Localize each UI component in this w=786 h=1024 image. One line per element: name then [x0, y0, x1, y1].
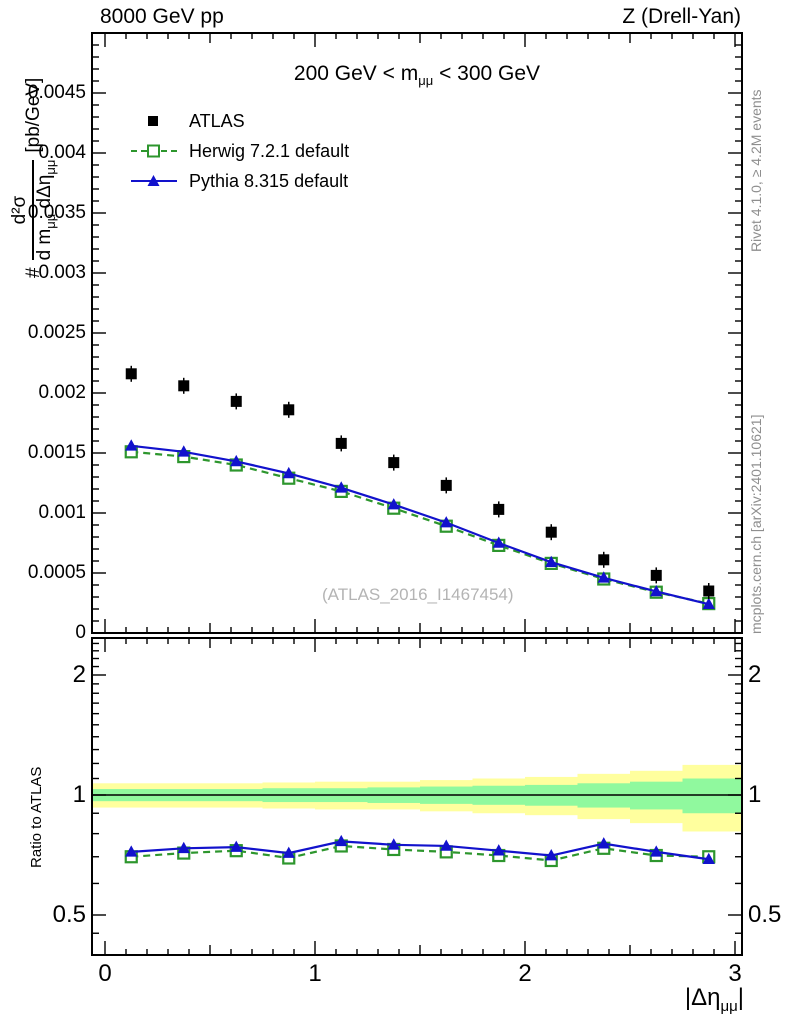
- main-y-tick-label: 0.0005: [27, 562, 86, 583]
- pythia-line-main: [131, 444, 710, 606]
- atlas-marker: [388, 457, 400, 469]
- x-tick-label: 0: [98, 960, 112, 987]
- legend: ATLAS Herwig 7.2.1 default Pythia 8.315 …: [131, 106, 349, 196]
- atlas-marker: [335, 437, 347, 449]
- pythia-marker: [335, 481, 348, 493]
- main-y-tick-label: 0.004: [38, 142, 86, 163]
- pythia-marker: [702, 597, 715, 609]
- pythia-marker: [650, 584, 663, 597]
- atlas-marker: [178, 380, 190, 392]
- pythia-marker: [597, 571, 610, 583]
- atlas-marker: [125, 368, 137, 380]
- pythia-line-ratio: [131, 840, 709, 861]
- main-y-tick-label: 0.003: [38, 262, 86, 283]
- pythia-marker: [230, 454, 243, 467]
- pythia-marker: [545, 555, 558, 567]
- x-tick-label: 3: [728, 960, 742, 987]
- pythia-marker: [177, 841, 190, 854]
- pythia-marker: [650, 845, 663, 857]
- legend-label: ATLAS: [189, 110, 245, 131]
- pythia-marker: [440, 839, 453, 851]
- pythia-marker-icon: [131, 175, 177, 186]
- atlas-marker: [493, 503, 505, 515]
- plot-title: 200 GeV < mμμ < 300 GeV: [293, 62, 541, 89]
- x-axis-label: |Δημμ|: [684, 984, 744, 1015]
- main-y-tick-label: 0.001: [38, 502, 86, 523]
- x-tick-label: 1: [308, 960, 322, 987]
- pythia-marker: [387, 498, 400, 510]
- pythia-marker: [335, 834, 348, 847]
- ratio-y-tick-label-left: 2: [72, 661, 86, 688]
- ratio-y-tick-label-right: 2: [748, 661, 762, 688]
- legend-label: Herwig 7.2.1 default: [189, 140, 350, 161]
- pythia-marker: [230, 840, 243, 852]
- main-y-tick-label: 0.0015: [27, 442, 86, 463]
- pythia-marker: [597, 837, 610, 849]
- pythia-marker: [702, 852, 715, 865]
- main-y-tick-label: 0.0025: [27, 322, 86, 343]
- ratio-panel-frame: [91, 637, 743, 956]
- pythia-marker: [282, 466, 295, 479]
- legend-label: Pythia 8.315 default: [189, 170, 349, 191]
- atlas-marker: [598, 554, 610, 566]
- atlas-marker: [650, 569, 662, 581]
- rivet-version-label: Rivet 4.1.0, ≥ 4.2M events: [748, 89, 764, 252]
- x-tick-label: 2: [518, 960, 532, 987]
- pythia-marker: [125, 845, 138, 857]
- pythia-marker: [282, 846, 295, 858]
- analysis-watermark: (ATLAS_2016_I1467454): [322, 585, 514, 604]
- mcplots-citation-label: mcplots.cern.ch [arXiv:2401.10621]: [748, 414, 764, 634]
- herwig-line-main: [131, 450, 709, 605]
- pythia-marker: [177, 445, 190, 457]
- ratio-y-tick-label-left: 1: [72, 781, 86, 808]
- atlas-marker: [545, 526, 557, 538]
- ratio-y-tick-label-right: 0.5: [748, 901, 782, 928]
- legend-item-pythia: Pythia 8.315 default: [131, 166, 349, 196]
- herwig-marker-icon: [131, 144, 177, 158]
- pythia-marker: [492, 536, 505, 548]
- pythia-marker: [387, 838, 400, 850]
- green-uncertainty-band: [682, 778, 742, 814]
- main-y-tick-label: 0.0035: [27, 202, 86, 223]
- ratio-y-tick-label-left: 0.5: [52, 901, 86, 928]
- pythia-marker: [545, 849, 558, 861]
- process-header: Z (Drell-Yan): [622, 5, 741, 28]
- herwig-line-ratio: [131, 844, 709, 862]
- beam-header: 8000 GeV pp: [100, 5, 224, 28]
- legend-item-atlas: ATLAS: [131, 106, 349, 136]
- atlas-marker: [703, 585, 715, 597]
- atlas-marker: [283, 404, 295, 416]
- main-y-tick-label: 0: [75, 622, 86, 643]
- main-y-tick-label: 0.002: [38, 382, 86, 403]
- main-y-tick-label: 0.0045: [27, 82, 86, 103]
- legend-item-herwig: Herwig 7.2.1 default: [131, 136, 349, 166]
- pythia-marker: [492, 844, 505, 856]
- pythia-marker: [440, 516, 453, 528]
- atlas-marker: [440, 479, 452, 491]
- atlas-marker-icon: [148, 116, 158, 126]
- ratio-y-tick-label-right: 1: [748, 781, 762, 808]
- atlas-marker: [230, 395, 242, 407]
- pythia-marker: [125, 439, 138, 451]
